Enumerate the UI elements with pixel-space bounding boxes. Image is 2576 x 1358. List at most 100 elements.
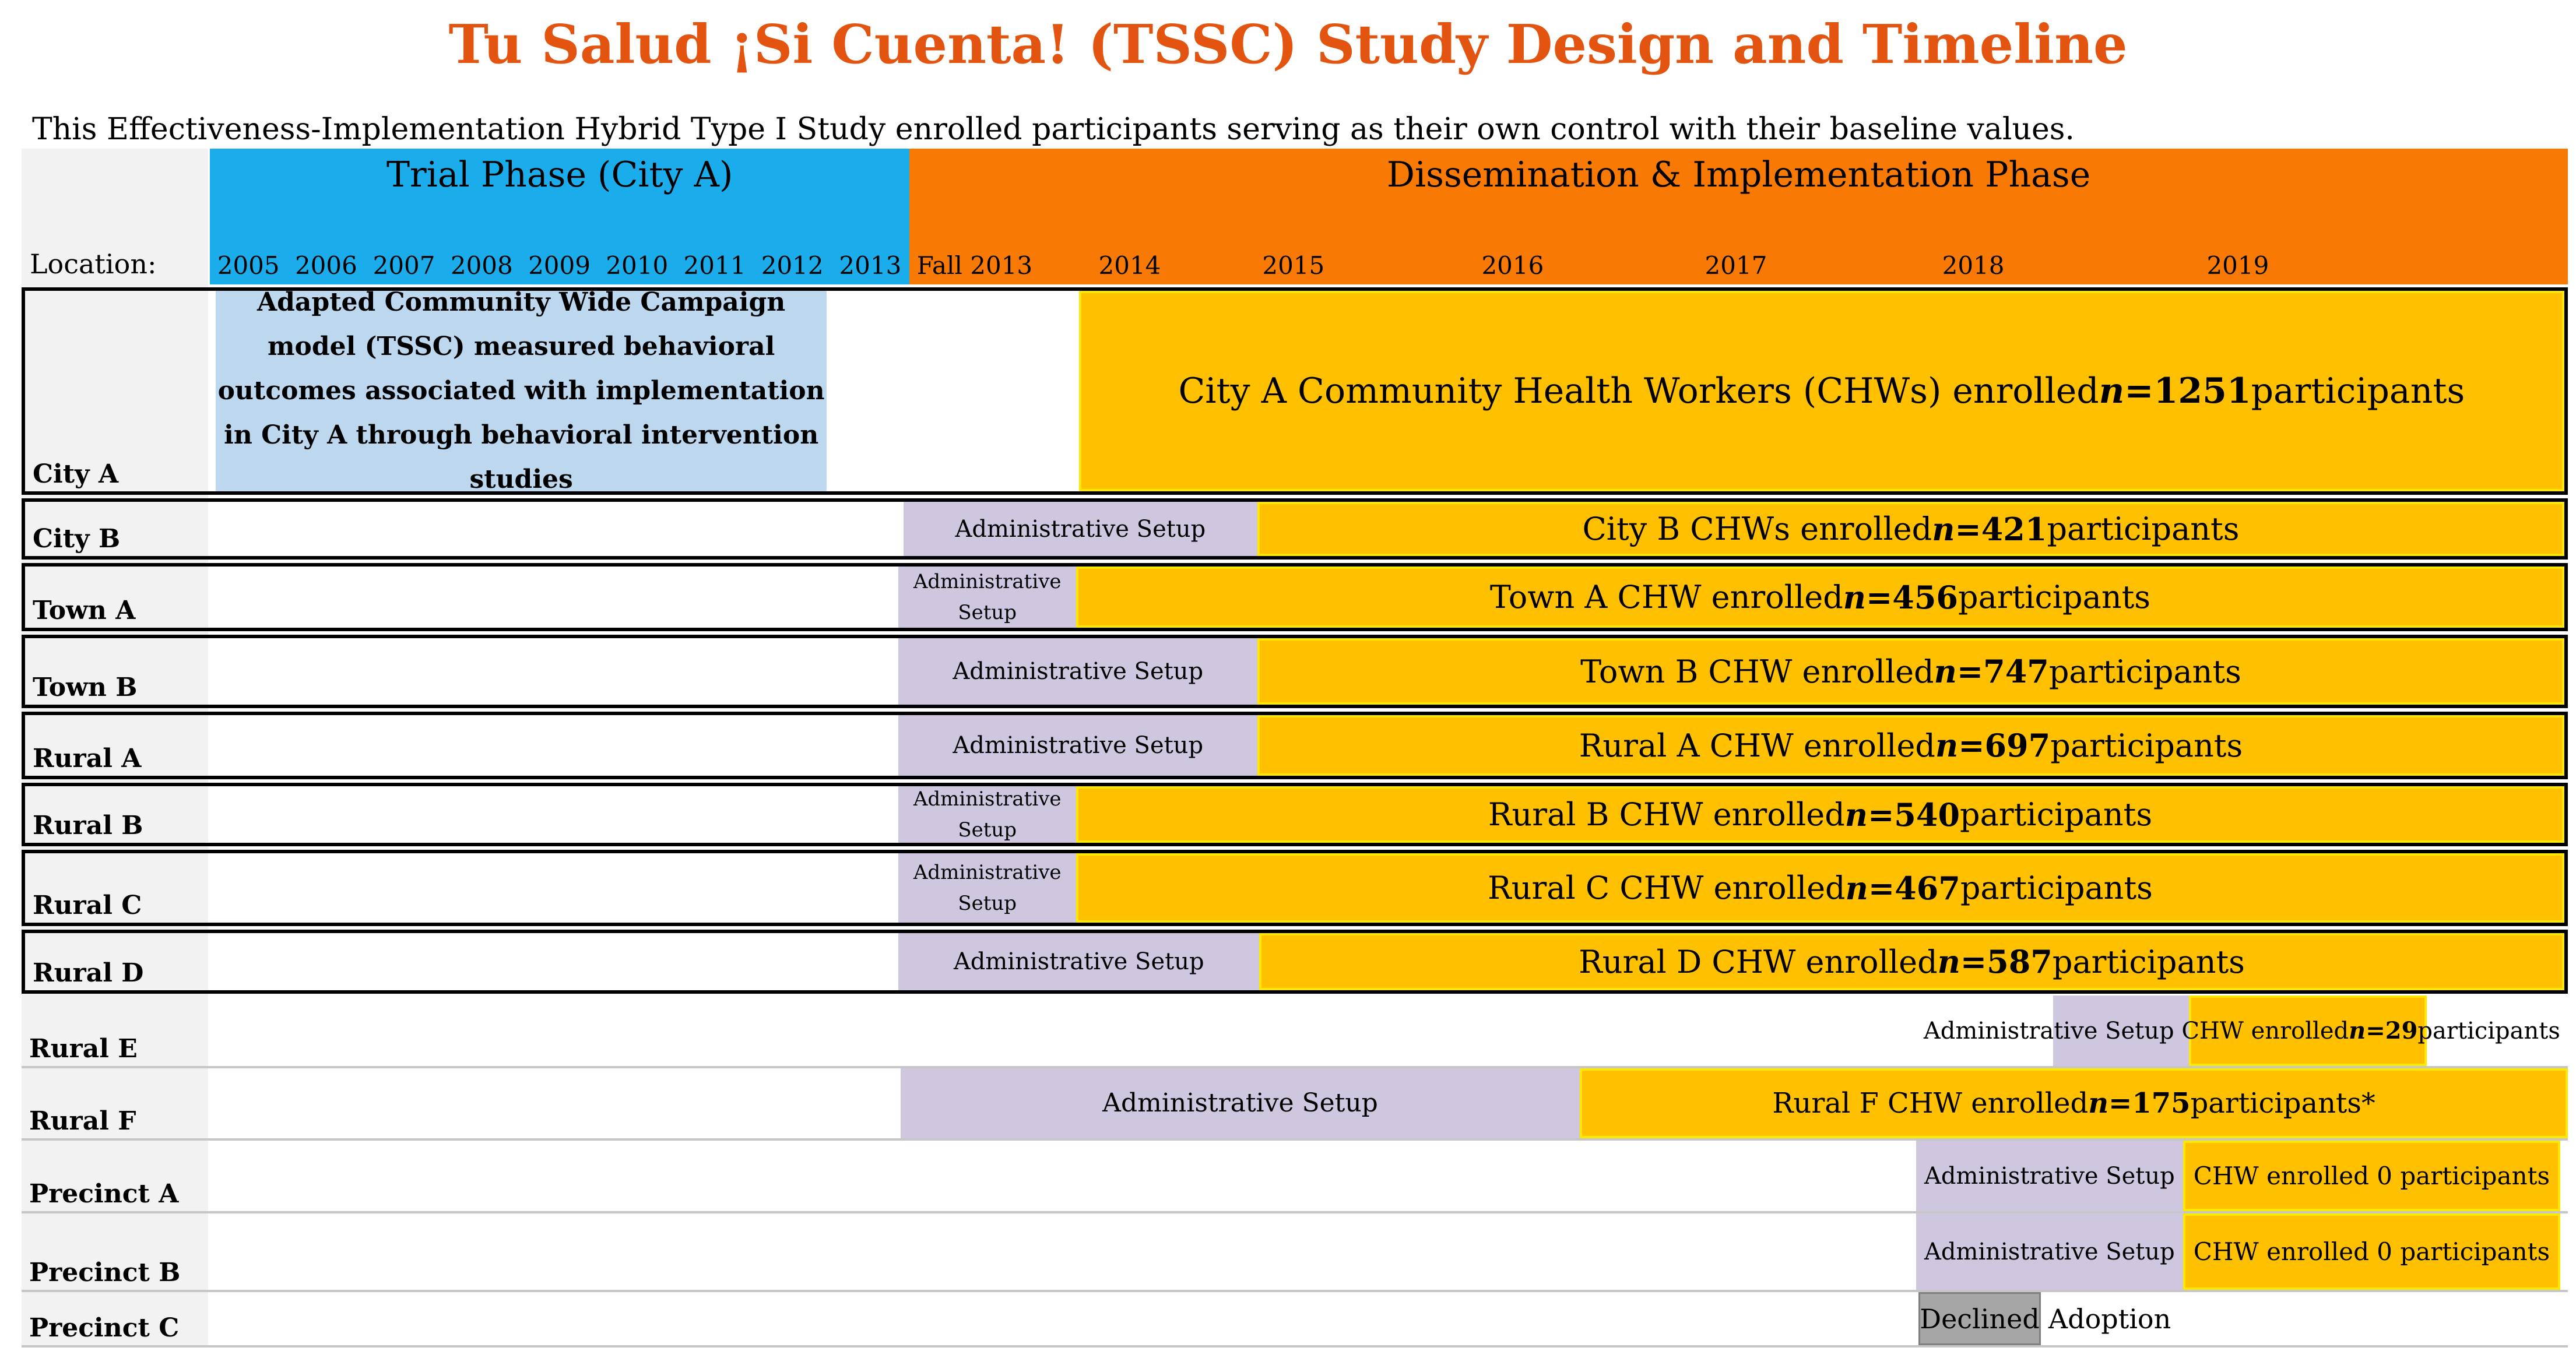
bar-text: Town B CHW enrolled	[1580, 653, 1934, 690]
row-label: Rural C	[33, 891, 142, 920]
n-symbol: n	[1844, 796, 1868, 833]
year-tick-2015: 2015	[1262, 251, 1325, 280]
admin-setup-bar: Administrative Setup	[1916, 1213, 2183, 1290]
trial-note-box: Adapted Community Wide Campaign model (T…	[216, 287, 827, 494]
n-value: =540	[1868, 796, 1960, 833]
row-label: Precinct C	[29, 1313, 180, 1343]
n-value: =175	[2108, 1087, 2191, 1120]
di-phase-header: Dissemination & Implementation Phase	[909, 149, 2568, 284]
bar-text: Rural F CHW enrolled	[1772, 1087, 2089, 1120]
row-label: City B	[33, 524, 121, 554]
bar-text: Rural C CHW enrolled	[1488, 870, 1846, 906]
n-value: =697	[1958, 727, 2051, 764]
bar-text: participants	[1960, 796, 2153, 833]
year-tick-2005: 2005	[217, 251, 280, 280]
row-label: Town A	[33, 596, 136, 625]
figure-subtitle: This Effectiveness-Implementation Hybrid…	[32, 112, 2075, 147]
year-tick-2006: 2006	[294, 251, 357, 280]
n-symbol: n	[1843, 578, 1867, 616]
row-label: Precinct A	[29, 1179, 179, 1209]
figure-title: Tu Salud ¡Si Cuenta! (TSSC) Study Design…	[448, 13, 2128, 76]
timeline-row-rural-d: Rural D Administrative Setup Rural D CHW e…	[22, 930, 2568, 994]
bar-text: participants*	[2190, 1087, 2375, 1120]
adoption-label: Adoption	[2048, 1292, 2405, 1345]
bar-text: Administrative Setup	[953, 658, 1204, 685]
bar-text: Declined	[1920, 1303, 2040, 1335]
n-symbol: n	[2088, 1087, 2109, 1120]
enrollment-bar: Rural C CHW enrolled n =467 participants	[1076, 853, 2564, 923]
bar-text: Rural D CHW enrolled	[1579, 943, 1938, 980]
timeline-row-city-a: City A Adapted Community Wide Campaign mo…	[22, 287, 2568, 495]
row-label: Rural B	[33, 811, 143, 840]
year-tick-2017: 2017	[1705, 251, 1767, 280]
timeline-row-rural-c: Rural C Administrative Setup Rural C CHW e…	[22, 850, 2568, 926]
declined-box: Declined	[1918, 1292, 2041, 1345]
enrollment-bar: City A Community Health Workers (CHWs) e…	[1078, 291, 2564, 491]
bar-text: Administrative Setup	[913, 787, 1062, 842]
n-value: =747	[1956, 653, 2049, 690]
n-value: =29	[2366, 1017, 2418, 1044]
location-axis-label: Location:	[30, 248, 157, 280]
di-phase-label: Dissemination & Implementation Phase	[1386, 154, 2091, 195]
enrollment-bar: Town A CHW enrolled n =456 participants	[1076, 567, 2564, 628]
bar-text: Administrative Setup	[1924, 1238, 2175, 1265]
bar-text: Administrative Setup	[1924, 1162, 2175, 1190]
row-label: Rural D	[33, 958, 144, 988]
enrollment-bar: Town B CHW enrolled n =747 participants	[1257, 638, 2564, 705]
row-label: Rural A	[33, 744, 142, 773]
bar-text: participants	[1958, 579, 2151, 615]
admin-setup-bar	[2053, 995, 2190, 1066]
timeline-table: Trial Phase (City A) Dissemination & Imp…	[22, 149, 2568, 1348]
bar-text: Rural A CHW enrolled	[1579, 727, 1935, 764]
n-value: =456	[1866, 578, 1958, 616]
year-tick-2012: 2012	[761, 251, 824, 280]
bar-text: Administrative Setup	[913, 569, 1062, 624]
row-label: Rural F	[29, 1106, 136, 1136]
enrollment-bar: City B CHWs enrolled n =421 participants	[1257, 502, 2564, 556]
bar-text: participants	[2048, 653, 2241, 690]
timeline-row-rural-e: Rural E Administrative Setup CHW enrolled…	[22, 995, 2568, 1068]
bar-text: participants	[2052, 943, 2245, 980]
timeline-row-precinct-c: Precinct C Declined Adoption	[22, 1292, 2568, 1348]
admin-setup-bar: Administrative Setup	[1916, 1141, 2183, 1211]
year-tick-2018: 2018	[1942, 251, 2005, 280]
year-tick-2009: 2009	[528, 251, 591, 280]
admin-setup-bar: Administrative Setup	[900, 1068, 1580, 1138]
n-symbol: n	[1932, 510, 1955, 548]
year-tick-fall-2013: Fall 2013	[916, 251, 1033, 280]
bar-text: participants	[2050, 727, 2243, 764]
row-label: City A	[33, 459, 119, 489]
year-tick-2007: 2007	[372, 251, 435, 280]
timeline-rows: City A Adapted Community Wide Campaign mo…	[22, 149, 2568, 1348]
n-symbol: n	[2349, 1017, 2366, 1044]
enrollment-bar	[2189, 995, 2427, 1066]
n-value: =467	[1868, 869, 1960, 907]
enrollment-bar: CHW enrolled 0 participants	[2183, 1141, 2560, 1211]
n-symbol: n	[1935, 727, 1959, 764]
bar-text: Administrative Setup	[955, 515, 1206, 543]
row-caption: Administrative Setup CHW enrolled n =29 p…	[1916, 995, 2568, 1066]
year-tick-2016: 2016	[1481, 251, 1544, 280]
year-tick-2014: 2014	[1098, 251, 1161, 280]
enrollment-bar: Rural B CHW enrolled n =540 participants	[1076, 786, 2564, 843]
bar-text: Adapted Community Wide Campaign model (T…	[217, 287, 825, 494]
bar-text: Administrative Setup	[913, 860, 1062, 915]
year-tick-2011: 2011	[683, 251, 746, 280]
timeline-row-city-b: City B Administrative Setup City B CHWs en…	[22, 498, 2568, 560]
admin-setup-bar: Administrative Setup	[898, 786, 1076, 843]
n-symbol: n	[1845, 869, 1868, 907]
bar-text: participants	[1960, 870, 2153, 906]
bar-text: City A Community Health Workers (CHWs) e…	[1178, 371, 2099, 411]
timeline-row-rural-a: Rural A Administrative Setup Rural A CHW e…	[22, 712, 2568, 779]
bar-text: Adoption	[2048, 1303, 2171, 1335]
bar-text: Town A CHW enrolled	[1489, 579, 1843, 615]
row-label: Town B	[33, 673, 138, 702]
year-tick-2008: 2008	[450, 251, 513, 280]
bar-text: CHW enrolled 0 participants	[2193, 1162, 2550, 1190]
bar-text: Rural B CHW enrolled	[1488, 796, 1845, 833]
admin-setup-bar: Administrative Setup	[898, 715, 1257, 776]
timeline-row-rural-f: Rural F Administrative Setup Rural F CHW e…	[22, 1068, 2568, 1141]
admin-setup-bar: Administrative Setup	[903, 502, 1257, 556]
timeline-row-town-b: Town B Administrative Setup Town B CHW enr…	[22, 635, 2568, 708]
